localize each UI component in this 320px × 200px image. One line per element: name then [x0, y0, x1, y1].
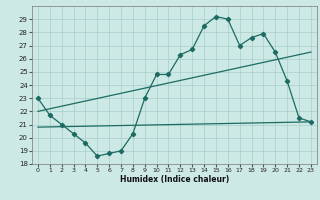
X-axis label: Humidex (Indice chaleur): Humidex (Indice chaleur) [120, 175, 229, 184]
